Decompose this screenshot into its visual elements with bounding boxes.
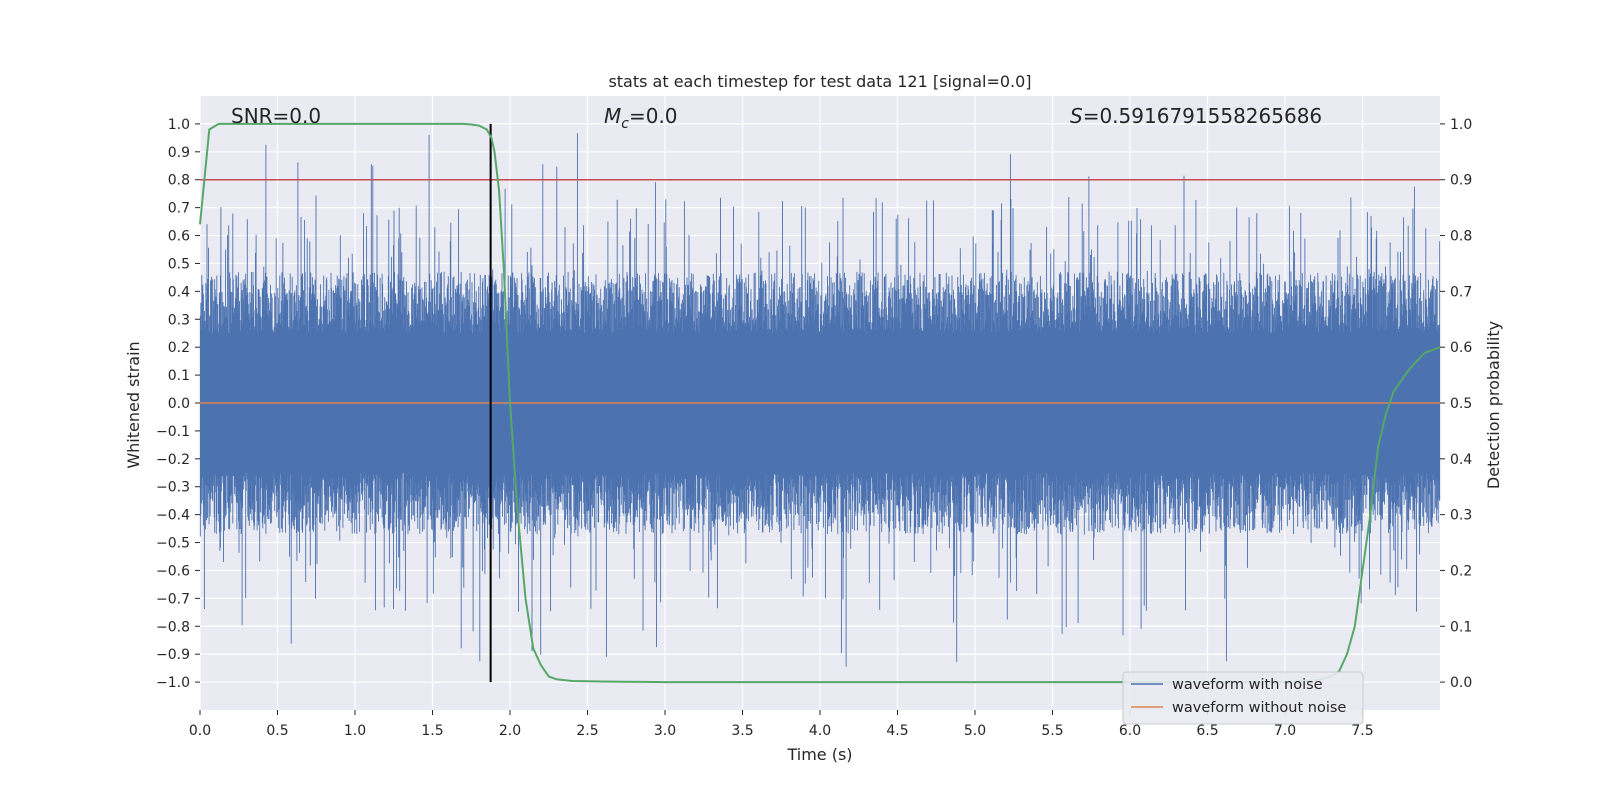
left-tick-label: −0.9 bbox=[156, 647, 190, 663]
left-tick-label: 0.4 bbox=[168, 284, 190, 300]
left-axis-label: Whitened strain bbox=[124, 341, 143, 468]
left-tick-label: 0.9 bbox=[168, 145, 190, 161]
x-tick-label: 4.0 bbox=[809, 723, 831, 739]
chirp-mass-annotation: Mc=0.0 bbox=[604, 104, 678, 132]
x-tick-label: 6.5 bbox=[1196, 723, 1218, 739]
left-tick-label: −0.4 bbox=[156, 508, 190, 524]
snr-annotation: SNR=0.0 bbox=[231, 104, 321, 128]
right-tick-label: 0.6 bbox=[1450, 340, 1472, 356]
left-tick-label: 0.0 bbox=[168, 396, 190, 412]
left-tick-label: 0.3 bbox=[168, 312, 190, 328]
x-tick-label: 6.0 bbox=[1119, 723, 1141, 739]
right-tick-label: 0.1 bbox=[1450, 619, 1472, 635]
x-tick-label: 0.0 bbox=[189, 723, 211, 739]
left-tick-label: −1.0 bbox=[156, 675, 190, 691]
legend-box bbox=[1122, 671, 1364, 725]
chirp-mass-value: =0.0 bbox=[629, 104, 678, 128]
left-tick-label: −0.8 bbox=[156, 619, 190, 635]
right-tick-label: 0.5 bbox=[1450, 396, 1472, 412]
x-tick-label: 4.5 bbox=[886, 723, 908, 739]
x-tick-label: 2.0 bbox=[499, 723, 521, 739]
chirp-mass-subscript: c bbox=[621, 116, 629, 132]
left-tick-label: −0.7 bbox=[156, 591, 190, 607]
left-tick-label: −0.3 bbox=[156, 480, 190, 496]
chirp-mass-symbol: M bbox=[604, 104, 621, 128]
x-axis-ticks: 0.0 0.5 1.0 1.5 2.0 2.5 3.0 3.5 4.0 4.5 5.0 5.5 6.0 6… bbox=[189, 710, 1374, 739]
left-tick-label: 1.0 bbox=[168, 117, 190, 133]
right-tick-label: 0.4 bbox=[1450, 452, 1472, 468]
x-tick-label: 3.5 bbox=[731, 723, 753, 739]
x-tick-label: 5.0 bbox=[964, 723, 986, 739]
legend-label-without-noise: waveform without noise bbox=[1172, 700, 1346, 716]
left-tick-label: 0.7 bbox=[168, 201, 190, 217]
x-tick-label: 1.0 bbox=[344, 723, 366, 739]
right-axis-label: Detection probability bbox=[1484, 321, 1503, 489]
left-tick-label: 0.8 bbox=[168, 173, 190, 189]
left-tick-label: −0.6 bbox=[156, 563, 190, 579]
left-tick-label: 0.6 bbox=[168, 229, 190, 245]
detection-probability-line bbox=[199, 122, 1441, 684]
left-tick-label: −0.5 bbox=[156, 536, 190, 552]
left-axis-ticks: 1.0 0.9 0.8 0.7 0.6 0.5 0.4 0.3 0.2 0.1 0.0 −0.1 −0.… bbox=[156, 117, 200, 691]
left-tick-label: −0.2 bbox=[156, 452, 190, 468]
right-tick-label: 1.0 bbox=[1450, 117, 1472, 133]
legend: waveform with noise waveform without noi… bbox=[1122, 671, 1364, 725]
legend-label-with-noise: waveform with noise bbox=[1172, 677, 1323, 693]
right-tick-label: 0.9 bbox=[1450, 173, 1472, 189]
left-tick-label: 0.2 bbox=[168, 340, 190, 356]
s-symbol: S bbox=[1070, 104, 1083, 128]
right-tick-label: 0.7 bbox=[1450, 284, 1472, 300]
s-annotation: S=0.5916791558265686 bbox=[1070, 104, 1322, 128]
left-tick-label: 0.1 bbox=[168, 368, 190, 384]
right-tick-label: 0.3 bbox=[1450, 508, 1472, 524]
right-tick-label: 0.2 bbox=[1450, 563, 1472, 579]
x-tick-label: 7.5 bbox=[1351, 723, 1373, 739]
x-tick-label: 7.0 bbox=[1274, 723, 1296, 739]
x-tick-label: 3.0 bbox=[654, 723, 676, 739]
right-axis-ticks: 1.0 0.9 0.8 0.7 0.6 0.5 0.4 0.3 0.2 0.1 0.0 bbox=[1440, 117, 1472, 691]
right-tick-label: 0.0 bbox=[1450, 675, 1472, 691]
chart-title: stats at each timestep for test data 121… bbox=[608, 72, 1031, 91]
x-tick-label: 1.5 bbox=[421, 723, 443, 739]
right-tick-label: 0.8 bbox=[1450, 229, 1472, 245]
left-tick-label: 0.5 bbox=[168, 256, 190, 272]
x-axis-label: Time (s) bbox=[786, 745, 852, 764]
x-tick-label: 5.5 bbox=[1041, 723, 1063, 739]
x-tick-label: 2.5 bbox=[576, 723, 598, 739]
x-tick-label: 0.5 bbox=[266, 723, 288, 739]
s-value: =0.5916791558265686 bbox=[1083, 104, 1322, 128]
left-tick-label: −0.1 bbox=[156, 424, 190, 440]
